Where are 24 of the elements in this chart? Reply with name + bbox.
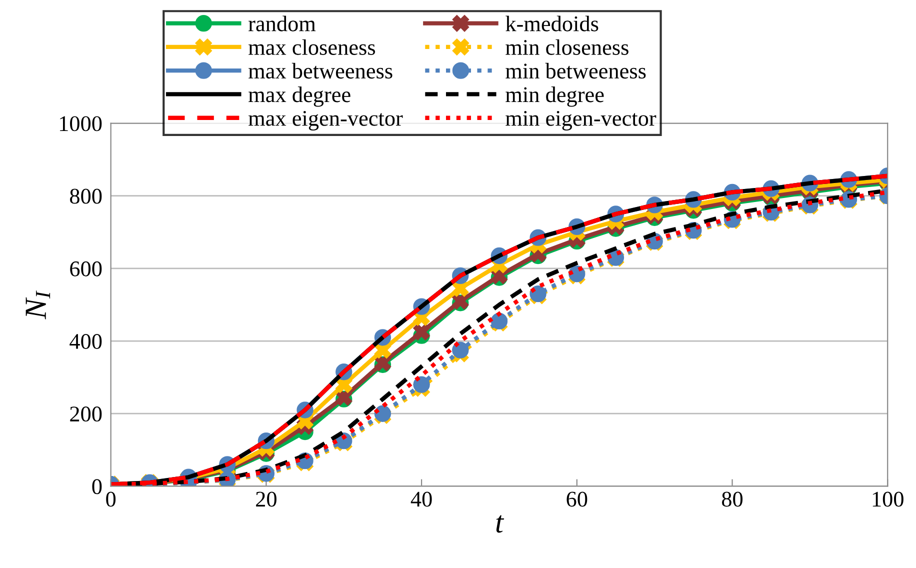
legend-label: min degree [506,86,604,107]
x-tick-label: 0 [106,492,116,507]
x-axis-title: t [496,515,504,533]
x-tick-label: 60 [566,492,588,507]
x-tick-label: 100 [872,492,904,507]
y-tick-label: 400 [70,334,102,349]
y-tick-label: 800 [70,188,102,204]
legend-label: max eigen-vector [248,110,403,130]
y-tick-label: 1000 [60,116,102,132]
legend-label: min eigen-vector [506,110,656,130]
legend-label: max degree [248,86,350,107]
x-tick-label: 80 [722,492,743,507]
y-tick-label: 600 [70,261,102,276]
legend-label: k-medoids [506,16,598,32]
y-tick-label: 0 [92,479,102,494]
legend-label: max closeness [248,39,376,55]
y-tick-label: 200 [70,406,102,422]
x-tick-label: 20 [256,492,276,507]
y-axis-title: N$_{I}$ [26,290,50,320]
x-tick-label: 40 [410,492,432,507]
legend-label: max betweeness [248,62,392,79]
legend-label: random [248,16,316,32]
legend-label: min closeness [506,39,628,55]
legend-label: min betweeness [506,62,646,79]
